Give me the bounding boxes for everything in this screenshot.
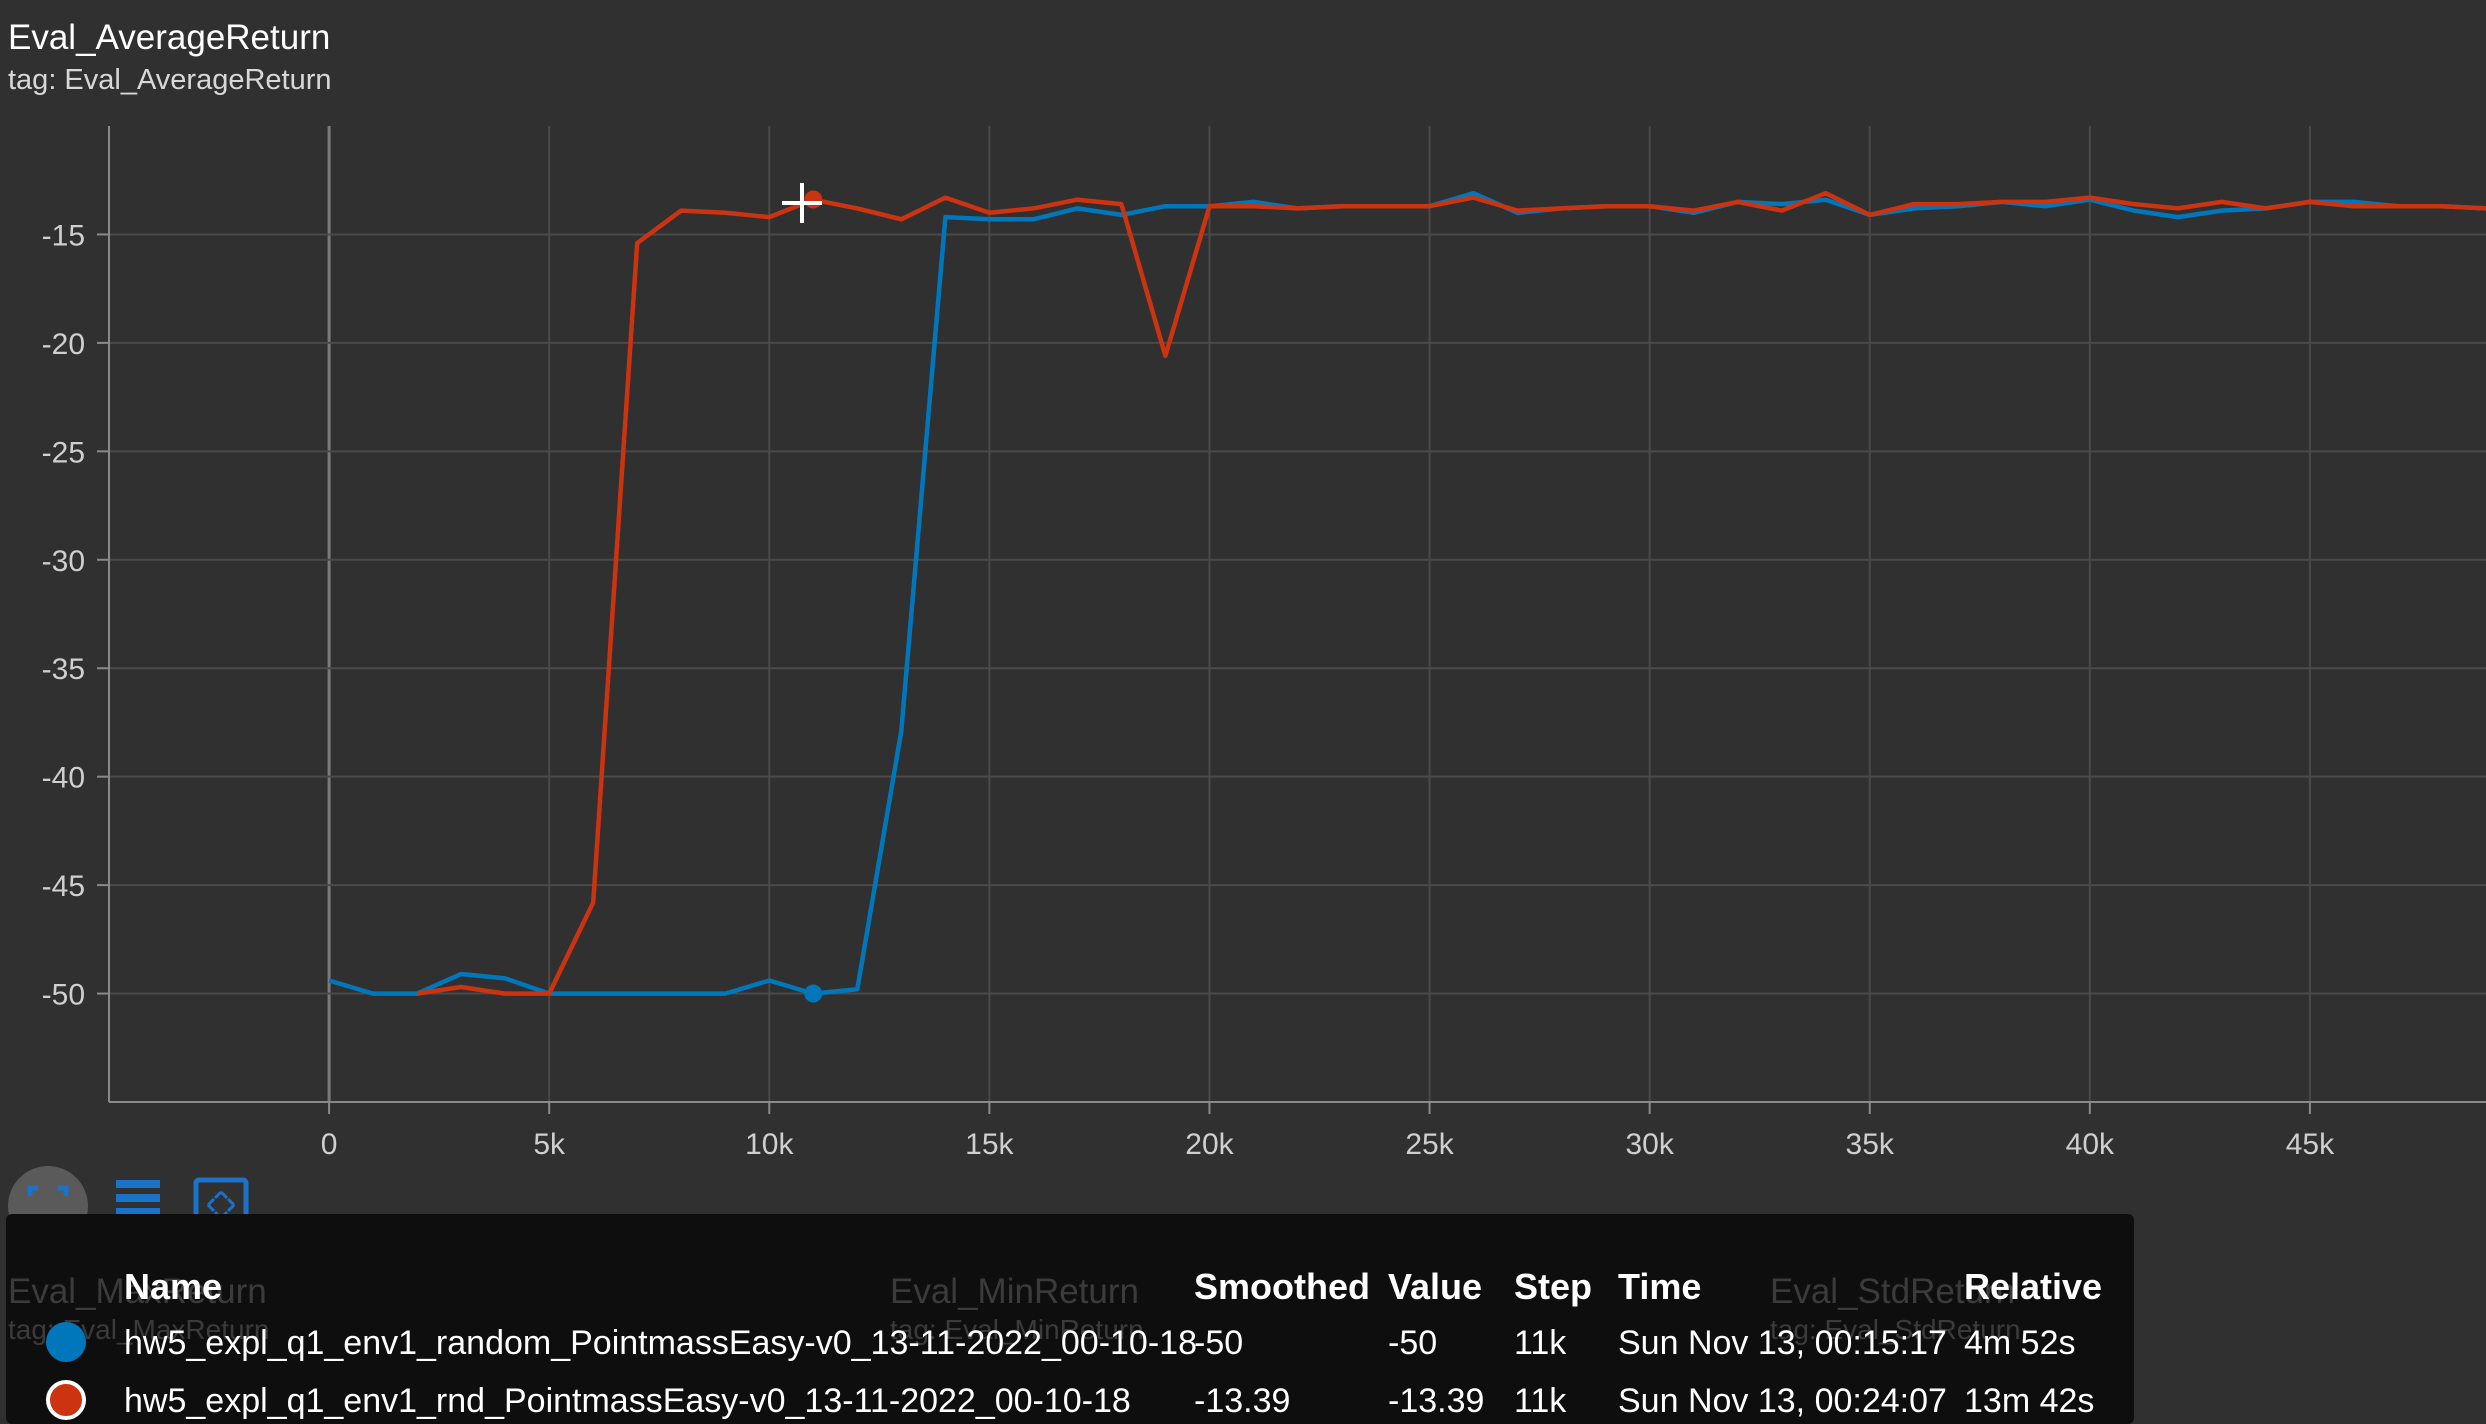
header-relative: Relative — [1964, 1266, 2103, 1307]
header-step: Step — [1514, 1266, 1593, 1307]
ghost-card-title: Eval_MaxReturn — [8, 1272, 267, 1311]
highlight-points — [804, 190, 823, 1003]
header-name: Name — [124, 1266, 223, 1307]
series-color-swatch — [46, 1380, 86, 1420]
axes — [97, 126, 2486, 1114]
row-smoothed: -50 — [1194, 1324, 1244, 1362]
x-tick-label: 45k — [2286, 1128, 2335, 1161]
highlight-point — [804, 190, 823, 209]
crosshair-cursor-icon — [782, 183, 822, 223]
y-tick-label: -20 — [42, 328, 85, 361]
x-tick-label: 20k — [1185, 1128, 1234, 1161]
y-tick-label: -40 — [42, 762, 85, 795]
x-tick-label: 35k — [1846, 1128, 1895, 1161]
y-tick-label: -15 — [42, 219, 85, 252]
y-tick-label: -30 — [42, 545, 85, 578]
y-tick-label: -25 — [42, 436, 85, 469]
y-tick-label: -50 — [42, 979, 85, 1012]
fit-domain-icon — [27, 1185, 69, 1227]
x-tick-label: 10k — [745, 1128, 794, 1161]
series-line-0 — [328, 190, 2486, 996]
y-tick-label: -35 — [42, 653, 85, 686]
ghost-card-title: Eval_MinReturn — [890, 1272, 1139, 1311]
highlight-point — [804, 984, 823, 1003]
ghost-card-title: Eval_StdReturn — [1770, 1272, 2016, 1311]
x-tick-label: 5k — [533, 1128, 566, 1161]
chart-tag: tag: Eval_AverageReturn — [8, 64, 332, 96]
row-relative: 13m 42s — [1964, 1382, 2095, 1420]
tick-labels: 0 5k 10k 15k 20k 25k 30k 35k 40k 45k -15 -20 -25 -30 -… — [42, 219, 2335, 1161]
row-time: Sun Nov 13, 00:15:17 — [1618, 1324, 1947, 1362]
x-tick-label: 15k — [965, 1128, 1014, 1161]
x-tick-label: 0 — [321, 1128, 338, 1161]
row-smoothed: -13.39 — [1194, 1382, 1291, 1420]
header-value: Value — [1388, 1266, 1483, 1307]
header-time: Time — [1618, 1266, 1702, 1307]
row-step: 11k — [1514, 1324, 1567, 1362]
grid-lines — [109, 126, 2486, 1102]
row-value: -13.39 — [1388, 1382, 1485, 1420]
series-lines — [328, 190, 2486, 996]
chart-title: Eval_AverageReturn — [8, 18, 331, 57]
ghost-card-tag: tag: Eval_StdReturn — [1770, 1314, 2021, 1345]
row-value: -50 — [1388, 1324, 1438, 1362]
y-tick-label: -45 — [42, 870, 85, 903]
data-tooltip: Eval_MaxReturn tag: Eval_MaxReturn Eval_… — [6, 1214, 2134, 1424]
row-name: hw5_expl_q1_env1_rnd_PointmassEasy-v0_13… — [124, 1382, 1131, 1420]
ghost-card-tag: tag: Eval_MinReturn — [890, 1314, 1144, 1345]
row-time: Sun Nov 13, 00:24:07 — [1618, 1382, 1947, 1420]
row-relative: 4m 52s — [1964, 1324, 2076, 1362]
series-line-1 — [416, 190, 2486, 996]
line-chart[interactable]: 0 5k 10k 15k 20k 25k 30k 35k 40k 45k -15 -20 -25 -30 -… — [0, 0, 2486, 1200]
header-smoothed: Smoothed — [1194, 1266, 1370, 1307]
row-name: hw5_expl_q1_env1_random_PointmassEasy-v0… — [124, 1324, 1197, 1362]
series-color-swatch — [46, 1322, 86, 1362]
x-tick-label: 40k — [2066, 1128, 2115, 1161]
x-tick-label: 30k — [1625, 1128, 1674, 1161]
row-step: 11k — [1514, 1382, 1567, 1420]
x-tick-label: 25k — [1405, 1128, 1454, 1161]
